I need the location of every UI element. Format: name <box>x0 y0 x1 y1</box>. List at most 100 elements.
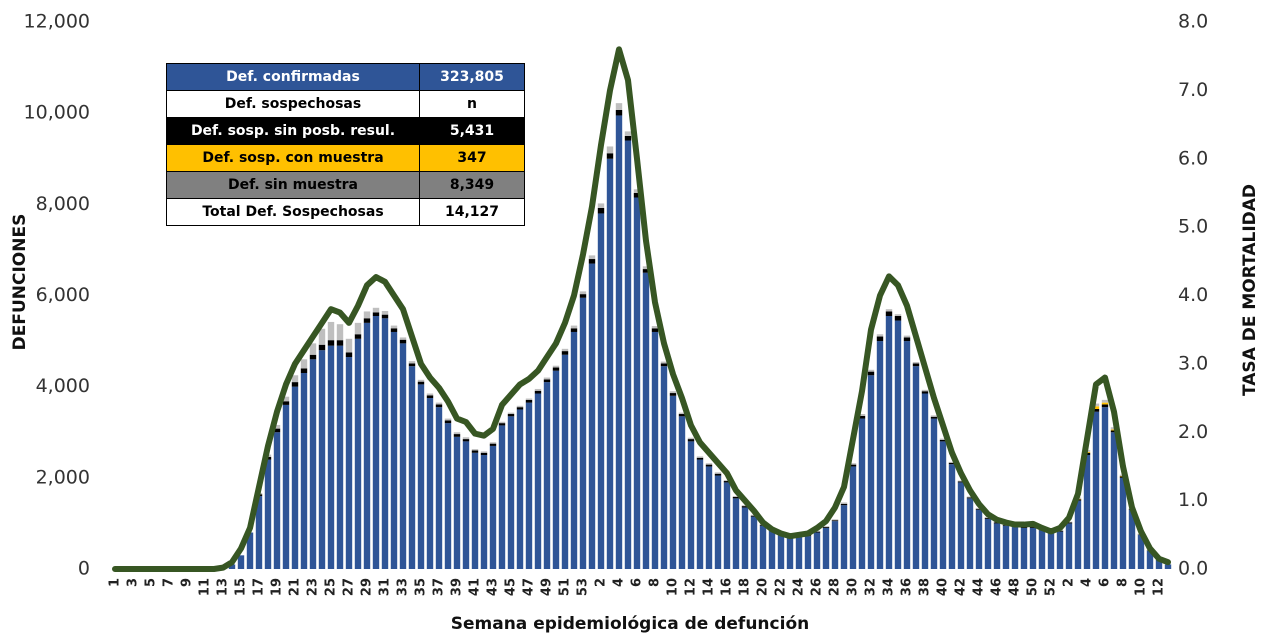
bar-segment <box>813 532 821 569</box>
bar-segment <box>498 423 506 426</box>
y2-tick-label: 2.0 <box>1178 421 1208 443</box>
bar-segment <box>597 213 605 569</box>
summary-table: Def. confirmadas 323,805 Def. sospechosas n… <box>166 63 525 226</box>
bar-segment <box>651 326 659 329</box>
x-tick-label: 19 <box>270 578 285 596</box>
bar-segment <box>1110 430 1118 433</box>
bar-segment <box>525 398 533 400</box>
bar-segment <box>363 322 371 569</box>
bar-segment <box>489 445 497 569</box>
bar-segment <box>300 368 308 373</box>
bar-segment <box>561 348 569 352</box>
bar-segment <box>1101 407 1109 569</box>
bar-segment <box>480 455 488 569</box>
bar-segment <box>921 391 929 394</box>
x-tick-label: 17 <box>252 578 267 596</box>
bar-segment <box>885 316 893 569</box>
bar-segment <box>732 498 740 569</box>
bar-segment <box>534 390 542 394</box>
x-tick-label: 8 <box>648 578 663 587</box>
x-tick-label: 2 <box>1062 578 1077 587</box>
x-tick-label: 25 <box>324 578 339 596</box>
x-tick-label: 9 <box>180 578 195 587</box>
bar-segment <box>426 393 434 396</box>
bar-segment <box>354 322 362 335</box>
bar-segment <box>408 366 416 569</box>
bar-segment <box>1083 455 1091 569</box>
x-axis-title: Semana epidemiológica de defunción <box>451 614 809 634</box>
bar-segment <box>1056 531 1064 569</box>
bar-segment <box>948 464 956 569</box>
bar-segment <box>462 439 470 442</box>
bar-segment <box>606 158 614 569</box>
bar-segment <box>282 404 290 569</box>
bar-segment <box>372 312 380 317</box>
bar-segment <box>993 523 1001 569</box>
x-tick-label: 21 <box>288 578 303 596</box>
bar-segment <box>471 450 479 453</box>
x-tick-label: 22 <box>774 578 789 596</box>
bar-segment <box>714 473 722 476</box>
bar-segment <box>642 269 650 273</box>
y-tick-label: 10,000 <box>24 102 90 124</box>
bar-segment <box>543 377 551 380</box>
table-value: 8,349 <box>419 171 525 199</box>
bar-segment <box>381 318 389 569</box>
bar-segment <box>381 314 389 319</box>
bar-segment <box>822 527 830 528</box>
bar-segment <box>597 203 605 208</box>
x-tick-label: 39 <box>450 578 465 596</box>
bar-segment <box>1101 402 1109 405</box>
bar-segment <box>840 503 848 506</box>
bar-segment <box>300 359 308 369</box>
bar-segment <box>876 336 884 342</box>
bar-segment <box>966 498 974 569</box>
bar-segment <box>741 505 749 507</box>
bar-segment <box>264 459 272 569</box>
bar-segment <box>858 414 866 416</box>
bar-segment <box>1137 534 1145 569</box>
bar-segment <box>939 439 947 442</box>
bar-segment <box>1011 527 1019 569</box>
bar-segment <box>336 340 344 346</box>
bar-segment <box>444 423 452 569</box>
bar-segment <box>552 365 560 368</box>
bar-segment <box>318 344 326 351</box>
x-tick-label: 50 <box>1026 578 1041 596</box>
y2-tick-label: 8.0 <box>1178 11 1208 33</box>
x-tick-label: 51 <box>558 578 573 596</box>
bar-segment <box>669 393 677 396</box>
bar-segment <box>273 432 281 569</box>
bar-segment <box>300 372 308 569</box>
x-tick-label: 27 <box>342 578 357 596</box>
x-tick-label: 5 <box>144 578 159 587</box>
bar-segment <box>579 291 587 295</box>
bar-segment <box>399 339 407 344</box>
bar-segment <box>1110 432 1118 569</box>
bar-segment <box>885 311 893 317</box>
bar-segment <box>723 481 731 483</box>
bar-segment <box>1038 530 1046 569</box>
bar-segment <box>480 451 488 453</box>
bar-segment <box>624 135 632 141</box>
x-tick-label: 29 <box>360 578 375 596</box>
bar-segment <box>516 409 524 569</box>
bar-segment <box>804 536 812 569</box>
bar-segment <box>687 437 695 440</box>
bar-segment <box>417 379 425 382</box>
bar-segment <box>363 311 371 319</box>
bar-segment <box>525 399 533 403</box>
bar-segment <box>966 497 974 499</box>
y2-tick-label: 0.0 <box>1178 558 1208 580</box>
table-label: Total Def. Sospechosas <box>166 198 420 226</box>
bar-segment <box>390 331 398 569</box>
bar-segment <box>633 192 641 198</box>
bar-segment <box>471 449 479 451</box>
bar-segment <box>444 418 452 421</box>
bar-segment <box>1002 525 1010 569</box>
x-tick-label: 49 <box>540 578 555 596</box>
bar-segment <box>543 382 551 569</box>
bar-segment <box>1029 527 1037 569</box>
